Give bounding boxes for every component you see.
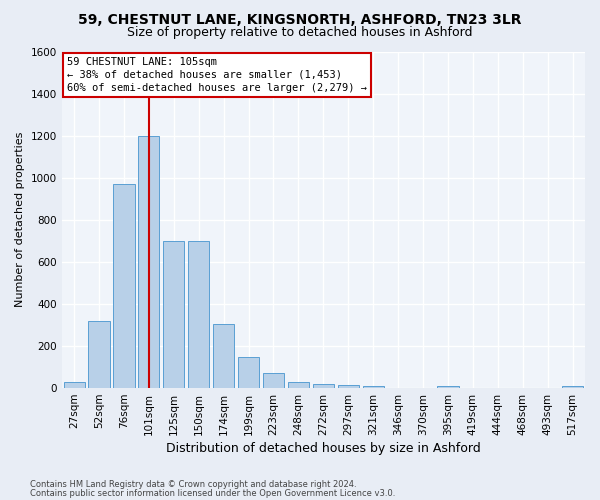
- Text: 59 CHESTNUT LANE: 105sqm
← 38% of detached houses are smaller (1,453)
60% of sem: 59 CHESTNUT LANE: 105sqm ← 38% of detach…: [67, 56, 367, 93]
- Bar: [562, 386, 583, 388]
- Text: Contains HM Land Registry data © Crown copyright and database right 2024.: Contains HM Land Registry data © Crown c…: [30, 480, 356, 489]
- Text: 59, CHESTNUT LANE, KINGSNORTH, ASHFORD, TN23 3LR: 59, CHESTNUT LANE, KINGSNORTH, ASHFORD, …: [78, 12, 522, 26]
- Text: Size of property relative to detached houses in Ashford: Size of property relative to detached ho…: [127, 26, 473, 39]
- Bar: [238, 356, 259, 388]
- Bar: [138, 136, 160, 388]
- X-axis label: Distribution of detached houses by size in Ashford: Distribution of detached houses by size …: [166, 442, 481, 455]
- Bar: [113, 184, 134, 388]
- Text: Contains public sector information licensed under the Open Government Licence v3: Contains public sector information licen…: [30, 488, 395, 498]
- Bar: [362, 386, 384, 388]
- Bar: [88, 321, 110, 388]
- Bar: [64, 382, 85, 388]
- Bar: [213, 324, 234, 388]
- Bar: [263, 374, 284, 388]
- Bar: [313, 384, 334, 388]
- Bar: [288, 382, 309, 388]
- Bar: [163, 241, 184, 388]
- Y-axis label: Number of detached properties: Number of detached properties: [15, 132, 25, 308]
- Bar: [338, 385, 359, 388]
- Bar: [188, 241, 209, 388]
- Bar: [437, 386, 458, 388]
